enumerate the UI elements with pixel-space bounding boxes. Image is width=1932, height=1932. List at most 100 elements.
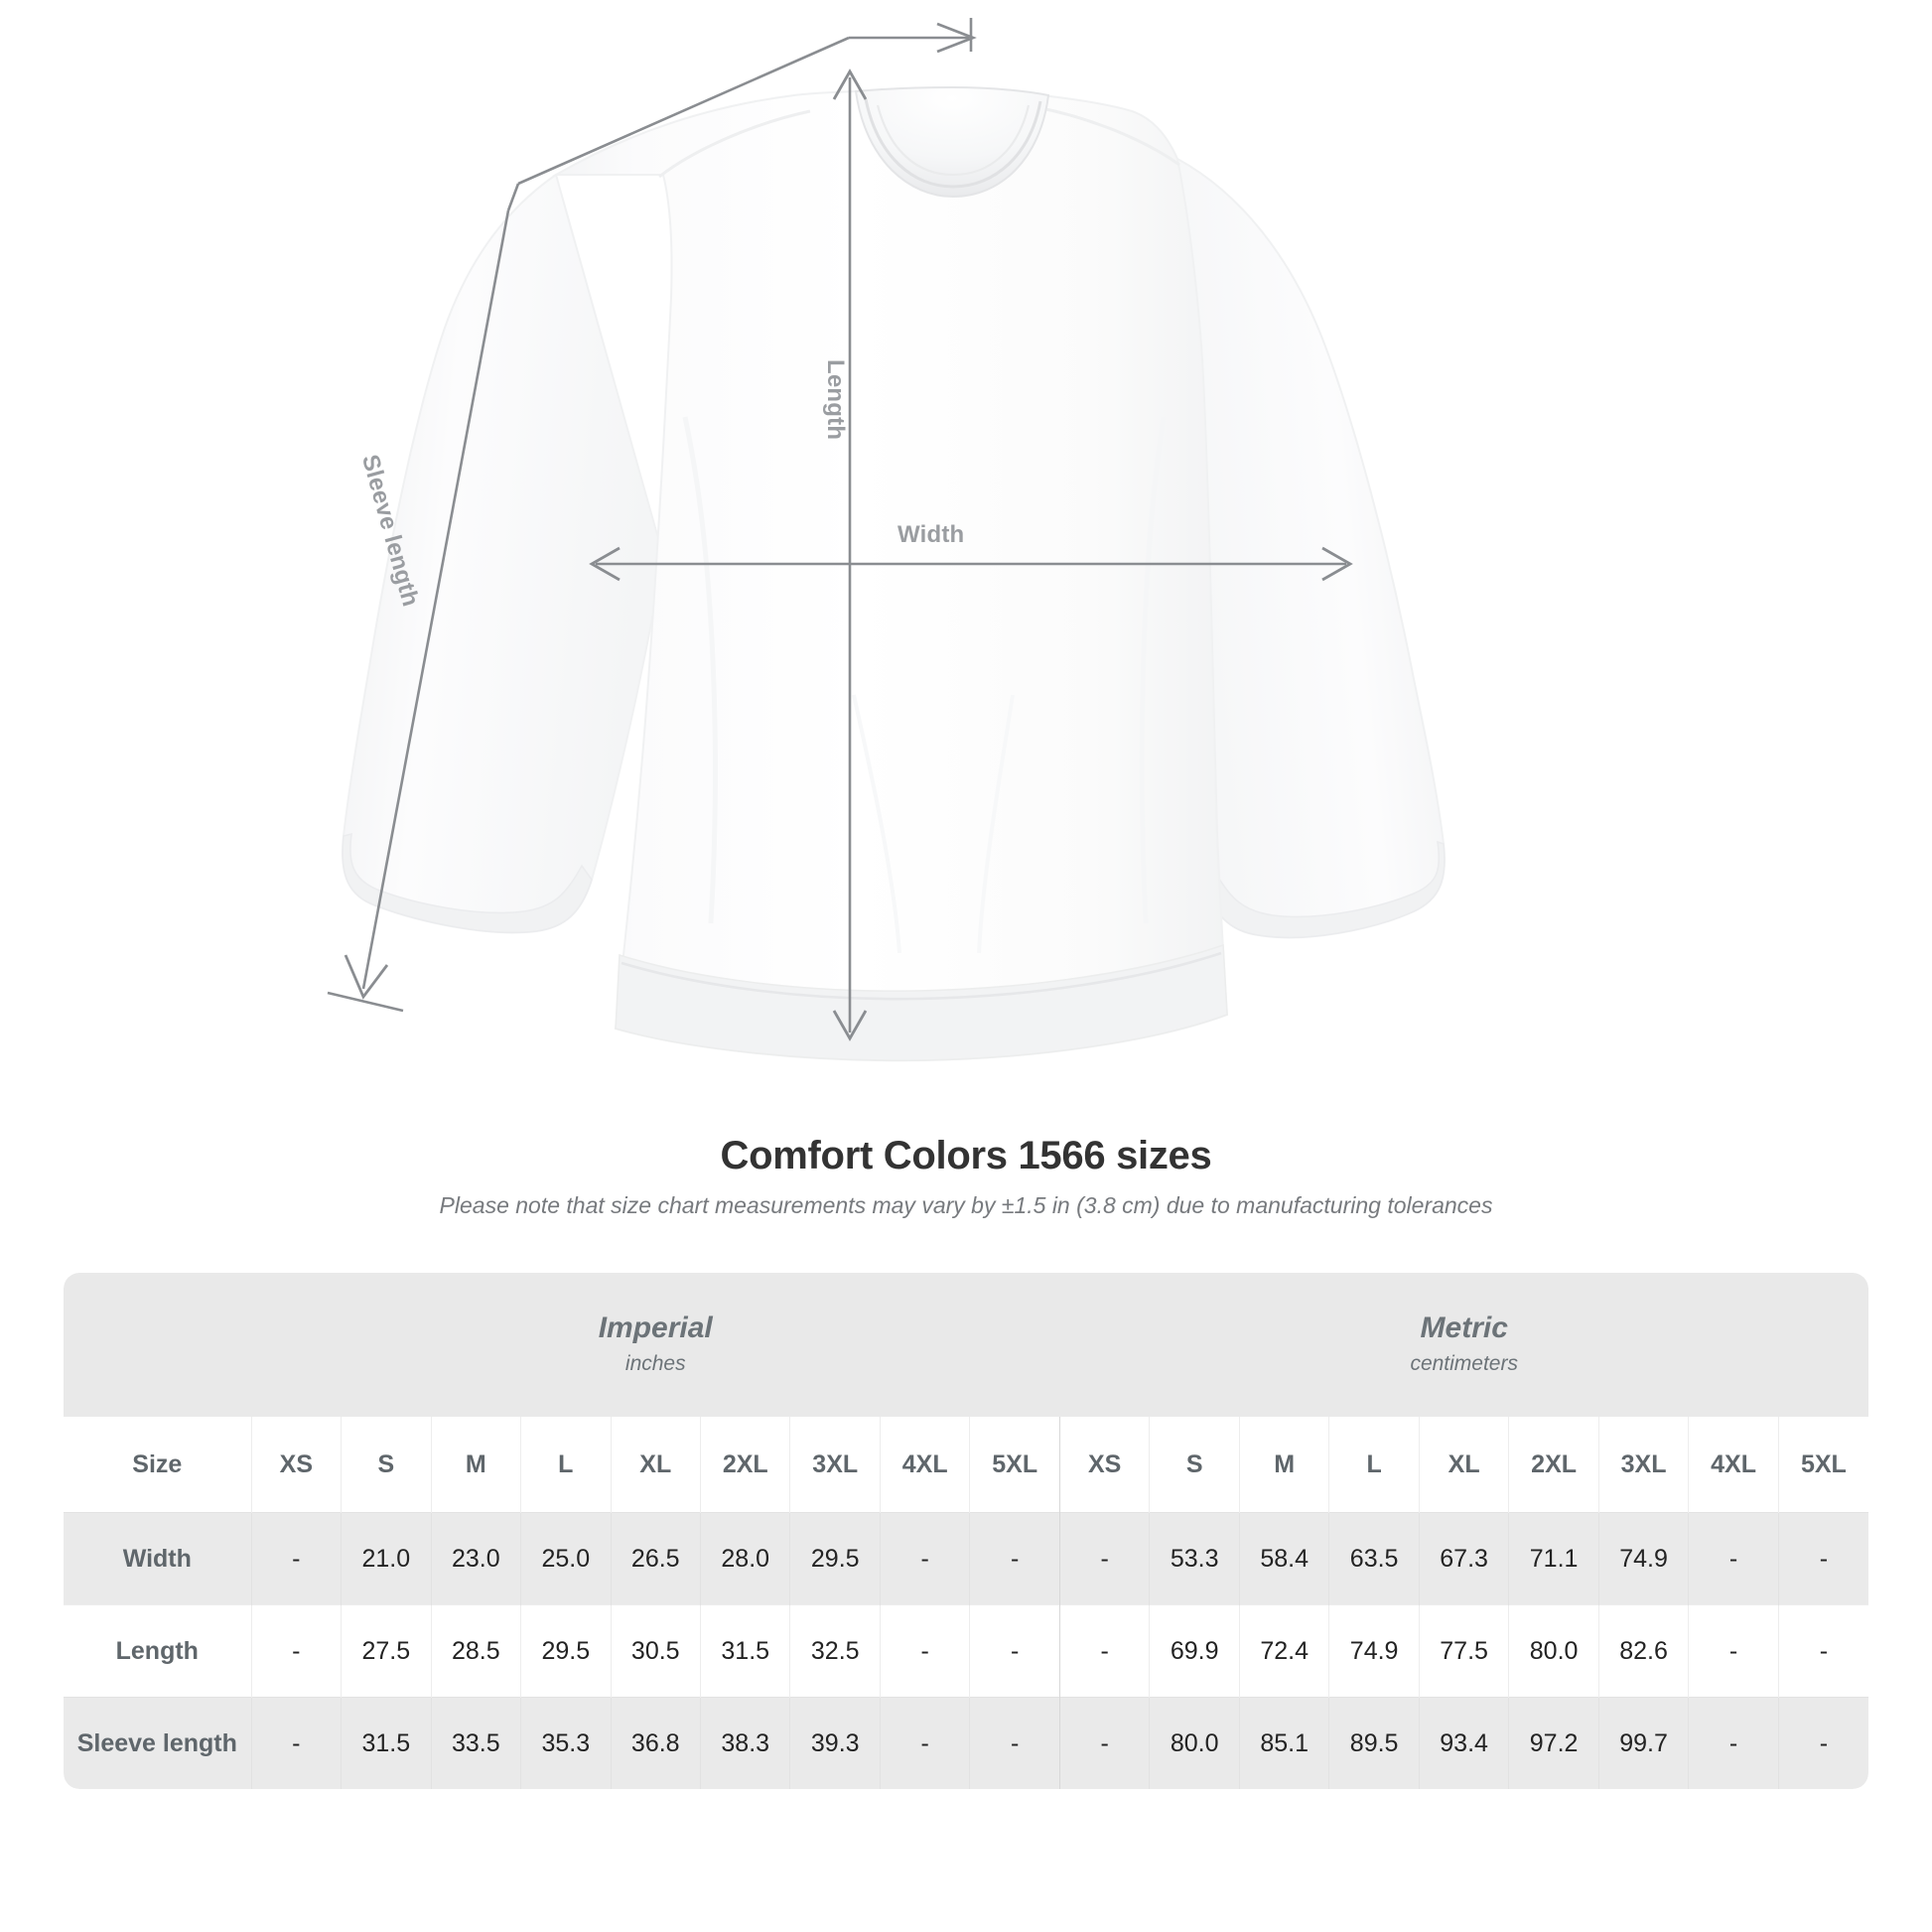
size-header-metric-4xl: 4XL <box>1688 1417 1779 1513</box>
cell-imperial-sleeve-length-3xl: 39.3 <box>789 1697 881 1789</box>
cell-metric-width-4xl: - <box>1688 1512 1779 1605</box>
size-header-imperial-xl: XL <box>610 1417 701 1513</box>
cell-metric-width-l: 63.5 <box>1328 1512 1420 1605</box>
cell-metric-sleeve-length-s: 80.0 <box>1149 1697 1240 1789</box>
cell-imperial-width-s: 21.0 <box>341 1512 432 1605</box>
cell-imperial-length-3xl: 32.5 <box>789 1604 881 1698</box>
cell-metric-length-2xl: 80.0 <box>1508 1604 1599 1698</box>
cell-imperial-length-l: 29.5 <box>520 1604 612 1698</box>
length-arrow-top <box>832 69 868 100</box>
cell-metric-sleeve-length-4xl: - <box>1688 1697 1779 1789</box>
table-row: Sleeve length -31.5 33.5 35.3 36.8 38.3 39.3- -… <box>64 1697 1868 1789</box>
size-header-metric-xs: XS <box>1058 1417 1150 1513</box>
sleeve-arrow-top <box>936 22 977 54</box>
garment-diagram: Length Width Sleeve length <box>327 18 1446 1062</box>
size-header-metric-5xl: 5XL <box>1777 1417 1868 1513</box>
cell-imperial-width-4xl: - <box>879 1512 970 1605</box>
width-arrow-left <box>589 546 621 582</box>
size-header-imperial-5xl: 5XL <box>969 1417 1060 1513</box>
size-header-imperial-l: L <box>520 1417 612 1513</box>
unit-header-row: Imperial inches Metric centimeters <box>64 1273 1868 1417</box>
page-title: Comfort Colors 1566 sizes <box>720 1134 1212 1177</box>
table-row: Width -21.0 23.0 25.0 26.5 28.0 29.5- - -53.3 58.… <box>64 1512 1868 1605</box>
table-row: Length -27.5 28.5 29.5 30.5 31.5 32.5- - -69.9 72… <box>64 1604 1868 1698</box>
cell-imperial-sleeve-length-s: 31.5 <box>341 1697 432 1789</box>
size-header-metric-3xl: 3XL <box>1597 1417 1689 1513</box>
row-header-sleeve-length: Sleeve length <box>64 1697 252 1789</box>
cell-imperial-sleeve-length-2xl: 38.3 <box>699 1697 790 1789</box>
cell-metric-length-s: 69.9 <box>1149 1604 1240 1698</box>
cell-imperial-sleeve-length-xl: 36.8 <box>610 1697 701 1789</box>
cell-imperial-length-2xl: 31.5 <box>699 1604 790 1698</box>
size-column-header: Size <box>64 1417 252 1513</box>
size-header-metric-l: L <box>1328 1417 1420 1513</box>
cell-imperial-length-4xl: - <box>879 1604 970 1698</box>
size-header-imperial-s: S <box>341 1417 432 1513</box>
sleeve-line-bend <box>506 183 520 211</box>
measurement-lines <box>327 18 1353 1041</box>
cell-metric-sleeve-length-xs: - <box>1058 1697 1150 1789</box>
cell-metric-length-l: 74.9 <box>1328 1604 1420 1698</box>
unit-system-sub: centimeters <box>1410 1352 1518 1376</box>
cell-metric-sleeve-length-xl: 93.4 <box>1418 1697 1509 1789</box>
sweatshirt-illustration <box>342 85 1446 1062</box>
cell-metric-width-s: 53.3 <box>1149 1512 1240 1605</box>
cell-metric-width-2xl: 71.1 <box>1508 1512 1599 1605</box>
size-header-imperial-xs: XS <box>250 1417 342 1513</box>
cell-metric-length-xs: - <box>1058 1604 1150 1698</box>
size-header-imperial-2xl: 2XL <box>699 1417 790 1513</box>
cell-imperial-sleeve-length-5xl: - <box>969 1697 1060 1789</box>
cell-imperial-width-xl: 26.5 <box>610 1512 701 1605</box>
cell-metric-width-xl: 67.3 <box>1418 1512 1509 1605</box>
size-header-metric-m: M <box>1238 1417 1329 1513</box>
page-subtitle: Please note that size chart measurements… <box>439 1192 1493 1218</box>
size-chart-table: Imperial inches Metric centimeters Size XS S M L… <box>64 1273 1868 1789</box>
cell-imperial-length-xs: - <box>250 1604 342 1698</box>
cell-imperial-sleeve-length-m: 33.5 <box>430 1697 521 1789</box>
cell-imperial-width-5xl: - <box>969 1512 1060 1605</box>
row-header-width: Width <box>64 1512 252 1605</box>
length-arrow-bottom <box>832 1010 868 1041</box>
cell-imperial-width-2xl: 28.0 <box>699 1512 790 1605</box>
size-header-imperial-4xl: 4XL <box>879 1417 970 1513</box>
unit-header-imperial: Imperial inches <box>251 1273 1060 1417</box>
cell-metric-length-m: 72.4 <box>1238 1604 1329 1698</box>
size-header-metric-2xl: 2XL <box>1508 1417 1599 1513</box>
size-header-imperial-3xl: 3XL <box>789 1417 881 1513</box>
cell-imperial-width-l: 25.0 <box>520 1512 612 1605</box>
title-block: Comfort Colors 1566 sizes Please note th… <box>0 1132 1932 1221</box>
length-dimension-label: Length <box>822 359 849 441</box>
size-chart-table-wrapper: Imperial inches Metric centimeters Size XS S M L… <box>64 1273 1868 1789</box>
cell-metric-sleeve-length-3xl: 99.7 <box>1597 1697 1689 1789</box>
cell-metric-sleeve-length-l: 89.5 <box>1328 1697 1420 1789</box>
unit-system-name: Imperial <box>598 1311 713 1344</box>
row-header-length: Length <box>64 1604 252 1698</box>
cell-metric-width-m: 58.4 <box>1238 1512 1329 1605</box>
cell-metric-width-5xl: - <box>1777 1512 1868 1605</box>
width-dimension-label: Width <box>897 521 965 548</box>
cell-imperial-sleeve-length-l: 35.3 <box>520 1697 612 1789</box>
cell-imperial-sleeve-length-4xl: - <box>879 1697 970 1789</box>
cell-imperial-length-5xl: - <box>969 1604 1060 1698</box>
cell-metric-width-xs: - <box>1058 1512 1150 1605</box>
cell-metric-sleeve-length-m: 85.1 <box>1238 1697 1329 1789</box>
cell-imperial-length-s: 27.5 <box>341 1604 432 1698</box>
size-header-metric-s: S <box>1149 1417 1240 1513</box>
unit-header-metric: Metric centimeters <box>1059 1273 1868 1417</box>
size-header-metric-xl: XL <box>1418 1417 1509 1513</box>
cell-metric-length-4xl: - <box>1688 1604 1779 1698</box>
cell-metric-sleeve-length-2xl: 97.2 <box>1508 1697 1599 1789</box>
cell-imperial-sleeve-length-xs: - <box>250 1697 342 1789</box>
unit-row-spacer <box>64 1273 252 1417</box>
unit-system-sub: inches <box>624 1352 686 1376</box>
cell-metric-length-xl: 77.5 <box>1418 1604 1509 1698</box>
cell-imperial-width-xs: - <box>250 1512 342 1605</box>
sleeve-arrow-bottom <box>344 954 389 1000</box>
cell-metric-length-3xl: 82.6 <box>1597 1604 1689 1698</box>
size-header-imperial-m: M <box>430 1417 521 1513</box>
cell-metric-width-3xl: 74.9 <box>1597 1512 1689 1605</box>
sleeve-line-arm <box>361 209 510 990</box>
cell-imperial-width-3xl: 29.5 <box>789 1512 881 1605</box>
cell-imperial-width-m: 23.0 <box>430 1512 521 1605</box>
sleeve-tick-bottom <box>327 991 404 1013</box>
